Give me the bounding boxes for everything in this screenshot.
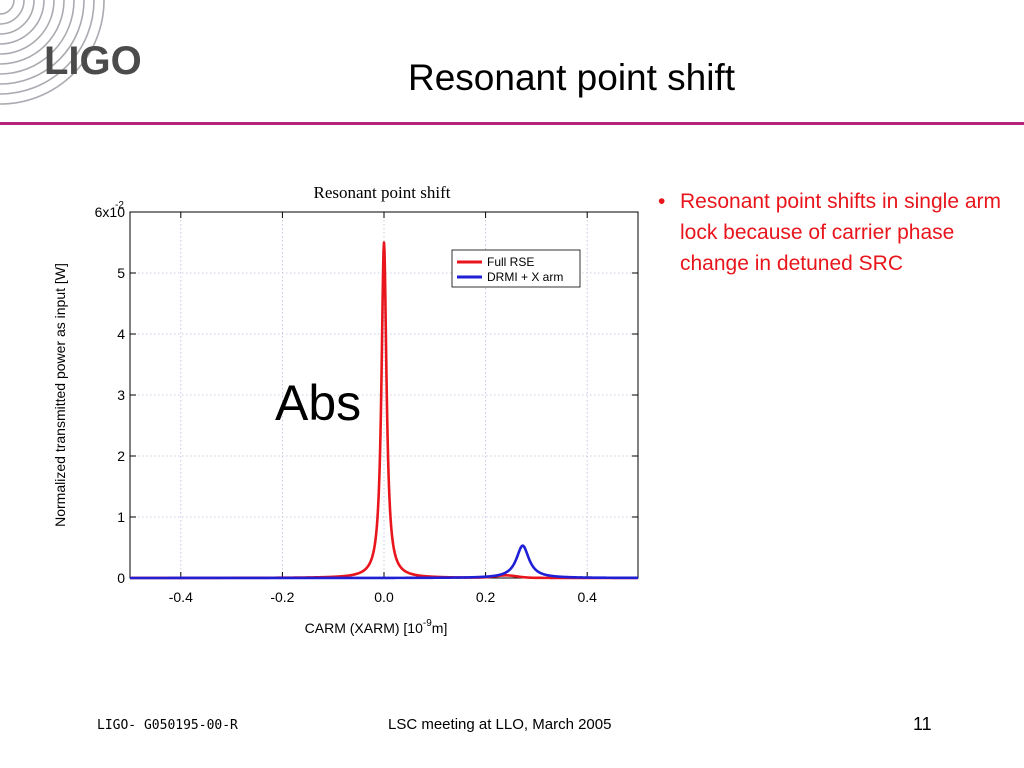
y-tick-label: 5 bbox=[117, 265, 125, 281]
title-divider bbox=[0, 122, 1024, 125]
transmitted-power-chart: Resonant point shift -0.4 -0.2 0.0 0.2 0.4 0… bbox=[52, 183, 639, 636]
x-axis-label: CARM (XARM) [10-9m] bbox=[305, 618, 448, 636]
x-axis-label-main: CARM (XARM) [10 bbox=[305, 620, 423, 636]
legend-label-drmi-x-arm: DRMI + X arm bbox=[487, 270, 563, 284]
abs-annotation: Abs bbox=[275, 375, 361, 431]
logo-wordmark: LIGO bbox=[44, 39, 142, 83]
ligo-logo: LIGO bbox=[0, 0, 142, 105]
x-tick-label: 0.2 bbox=[476, 589, 496, 605]
bullet-item: • Resonant point shifts in single arm lo… bbox=[658, 186, 1008, 279]
chart-title: Resonant point shift bbox=[314, 183, 451, 202]
y-axis-exponent: -2 bbox=[115, 200, 124, 211]
footer-document-id: LIGO- G050195-00-R bbox=[97, 718, 238, 733]
y-tick-label: 3 bbox=[117, 387, 125, 403]
x-tick-label: -0.2 bbox=[270, 589, 294, 605]
x-tick-label: -0.4 bbox=[169, 589, 193, 605]
x-axis-label-exponent: -9 bbox=[423, 618, 432, 629]
footer-meeting: LSC meeting at LLO, March 2005 bbox=[388, 716, 612, 733]
y-tick-label: 4 bbox=[117, 326, 125, 342]
bullet-text: Resonant point shifts in single arm lock… bbox=[680, 190, 1001, 275]
y-tick-label: 6x10 bbox=[95, 204, 126, 220]
bullet-list: • Resonant point shifts in single arm lo… bbox=[658, 186, 1008, 279]
x-axis-label-suffix: m] bbox=[432, 620, 448, 636]
y-tick-label: 0 bbox=[117, 570, 125, 586]
legend-box bbox=[451, 249, 581, 288]
chart-legend: Full RSE DRMI + X arm bbox=[451, 249, 581, 288]
y-tick-label: 2 bbox=[117, 448, 125, 464]
bullet-marker: • bbox=[658, 190, 666, 213]
legend-label-full-rse: Full RSE bbox=[487, 255, 534, 269]
x-tick-label: 0.4 bbox=[577, 589, 597, 605]
x-axis-ticks: -0.4 -0.2 0.0 0.2 0.4 bbox=[169, 212, 597, 605]
y-tick-label: 1 bbox=[117, 509, 125, 525]
series-line-full-rse bbox=[129, 241, 639, 580]
footer-page-number: 11 bbox=[913, 714, 932, 734]
chart-series bbox=[129, 241, 639, 580]
x-tick-label: 0.0 bbox=[374, 589, 394, 605]
slide-title: Resonant point shift bbox=[408, 57, 736, 98]
y-axis-label: Normalized transmitted power as input [W… bbox=[52, 263, 68, 527]
series-line-drmi-x-arm bbox=[129, 544, 639, 580]
